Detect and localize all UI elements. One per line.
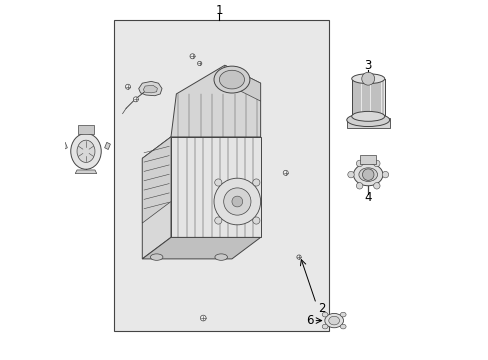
Ellipse shape — [324, 314, 343, 328]
Polygon shape — [61, 142, 67, 149]
Polygon shape — [224, 65, 260, 101]
Polygon shape — [171, 65, 260, 137]
Circle shape — [125, 84, 130, 89]
Circle shape — [356, 183, 362, 189]
Ellipse shape — [353, 163, 382, 186]
Ellipse shape — [71, 134, 101, 169]
Polygon shape — [139, 81, 162, 96]
Text: 6: 6 — [305, 314, 313, 327]
Circle shape — [373, 183, 379, 189]
Circle shape — [214, 217, 222, 224]
Circle shape — [356, 160, 362, 167]
Polygon shape — [75, 170, 97, 174]
Polygon shape — [142, 137, 171, 223]
Text: 1: 1 — [215, 4, 223, 17]
Ellipse shape — [214, 254, 227, 260]
Ellipse shape — [340, 312, 346, 317]
Circle shape — [296, 255, 301, 259]
Circle shape — [197, 61, 202, 66]
Circle shape — [200, 315, 206, 321]
Ellipse shape — [322, 312, 327, 317]
Text: 4: 4 — [364, 192, 371, 204]
FancyBboxPatch shape — [359, 155, 376, 163]
Circle shape — [283, 170, 287, 175]
Ellipse shape — [346, 113, 389, 126]
Text: 3: 3 — [364, 59, 371, 72]
Bar — [113, 21, 328, 330]
Circle shape — [252, 217, 260, 224]
Text: 5: 5 — [82, 151, 89, 164]
Circle shape — [214, 178, 260, 225]
Ellipse shape — [351, 111, 384, 121]
Circle shape — [133, 97, 138, 102]
Ellipse shape — [77, 140, 95, 162]
Ellipse shape — [328, 316, 339, 325]
Circle shape — [252, 179, 260, 186]
Ellipse shape — [214, 66, 249, 93]
Circle shape — [214, 179, 222, 186]
Polygon shape — [142, 137, 171, 259]
Circle shape — [361, 72, 374, 85]
Circle shape — [190, 54, 195, 59]
Polygon shape — [171, 137, 260, 237]
FancyBboxPatch shape — [78, 125, 93, 134]
Circle shape — [382, 171, 388, 178]
Circle shape — [347, 171, 353, 178]
Ellipse shape — [322, 324, 327, 329]
Ellipse shape — [340, 324, 346, 329]
Polygon shape — [143, 85, 157, 93]
Polygon shape — [104, 142, 110, 149]
Bar — [351, 79, 384, 116]
Circle shape — [223, 188, 250, 215]
Polygon shape — [346, 118, 389, 128]
Circle shape — [231, 196, 242, 207]
Ellipse shape — [351, 74, 384, 84]
Circle shape — [362, 169, 373, 180]
Polygon shape — [142, 237, 260, 259]
Ellipse shape — [150, 254, 163, 260]
Text: 2: 2 — [317, 302, 325, 315]
Ellipse shape — [358, 168, 377, 181]
Ellipse shape — [219, 70, 244, 89]
Circle shape — [373, 160, 379, 167]
Polygon shape — [142, 137, 260, 158]
